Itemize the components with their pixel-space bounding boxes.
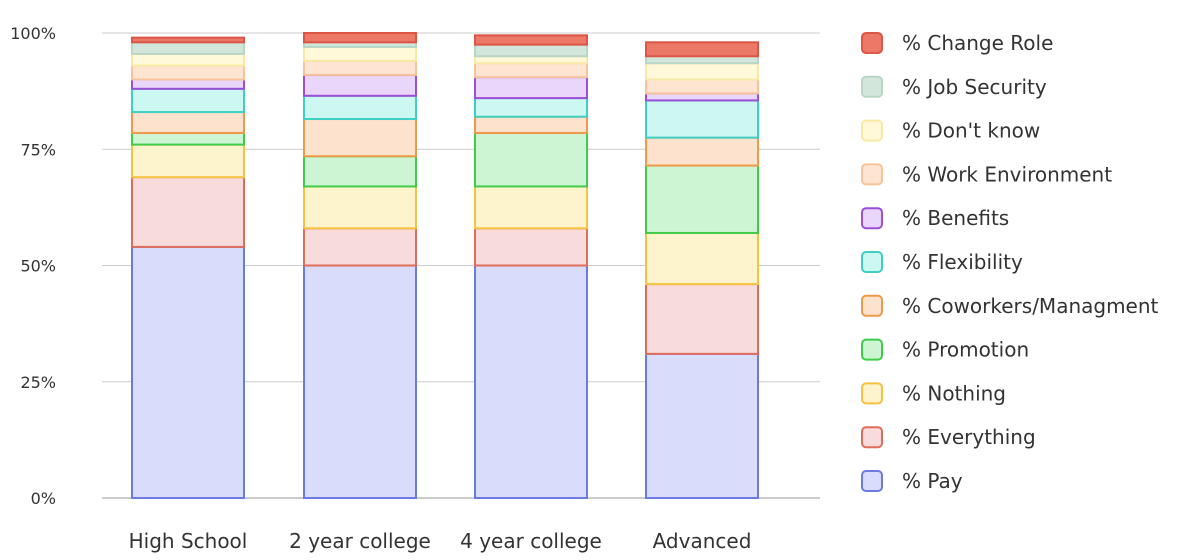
x-category-label: 2 year college xyxy=(289,529,431,553)
legend-swatch xyxy=(861,338,883,361)
axis-labels: 0% 25% 50% 75% 100% High School 2 year college… xyxy=(10,24,751,553)
bar-segment xyxy=(131,41,245,55)
bar-segment xyxy=(645,283,759,355)
legend-swatch xyxy=(861,32,883,54)
legend-label: % Job Security xyxy=(902,75,1047,99)
x-category-label: High School xyxy=(129,529,248,553)
legend-swatch xyxy=(861,382,883,405)
bar-segment xyxy=(474,76,588,100)
bar-segment xyxy=(474,131,588,188)
x-category-label: 4 year college xyxy=(460,529,602,553)
bar-segment xyxy=(474,34,588,46)
bar-segment xyxy=(645,231,759,286)
legend-swatch xyxy=(861,294,883,317)
bar-segment xyxy=(474,227,588,267)
legend-swatch xyxy=(861,75,883,98)
legend-swatch xyxy=(861,251,883,273)
bar-segment xyxy=(645,352,759,499)
y-tick-label: 0% xyxy=(31,489,56,508)
legend-swatch xyxy=(861,207,883,230)
y-tick-label: 100% xyxy=(10,24,56,43)
bar-segment xyxy=(131,78,245,90)
bar-segment xyxy=(645,136,759,167)
bar-segment xyxy=(303,264,417,499)
legend-label: % Flexibility xyxy=(902,250,1023,274)
bar-segment xyxy=(131,52,245,67)
bar-segment xyxy=(303,59,417,76)
legend: % Change Role % Job Security % Don't know%… xyxy=(861,31,1159,493)
bar-segment xyxy=(303,185,417,230)
bar-segment xyxy=(131,87,245,114)
bar-segment xyxy=(645,78,759,95)
bar-segment xyxy=(474,55,588,65)
legend-swatch xyxy=(861,426,883,449)
bar-segment xyxy=(131,36,245,44)
legend-label: % Benefits xyxy=(902,206,1009,230)
legend-label: % Change Role xyxy=(902,31,1053,55)
bar-segment xyxy=(645,99,759,139)
bar-segment xyxy=(645,41,759,58)
legend-label: % Coworkers/Managment xyxy=(902,294,1159,318)
bar-segment xyxy=(474,185,588,230)
bar-segment xyxy=(131,176,245,248)
bar-segment xyxy=(645,55,759,65)
legend-label: % Nothing xyxy=(902,381,1006,405)
y-tick-label: 50% xyxy=(20,257,56,276)
bar-segment xyxy=(303,118,417,158)
bar-segment xyxy=(303,45,417,62)
bars xyxy=(131,32,759,499)
bar-segment xyxy=(474,43,588,58)
bar-segment xyxy=(303,227,417,267)
legend-swatch xyxy=(861,470,883,492)
bar-segment xyxy=(474,97,588,118)
bar-segment xyxy=(131,111,245,134)
bar-segment xyxy=(645,164,759,234)
bar-segment xyxy=(474,62,588,79)
y-tick-label: 25% xyxy=(20,373,56,392)
bar-segment xyxy=(474,264,588,499)
bar-segment xyxy=(303,155,417,188)
bar-segment xyxy=(303,73,417,97)
bar-segment xyxy=(131,245,245,499)
x-category-label: Advanced xyxy=(653,529,752,553)
bar-segment xyxy=(474,115,588,134)
legend-label: % Promotion xyxy=(902,338,1029,362)
legend-label: % Pay xyxy=(902,469,963,493)
legend-label: % Don't know xyxy=(902,119,1040,143)
bar-segment xyxy=(131,143,245,179)
y-tick-label: 75% xyxy=(20,140,56,159)
bar-segment xyxy=(131,64,245,81)
bar-segment xyxy=(131,131,245,146)
bar-segment xyxy=(303,32,417,44)
bar-segment xyxy=(645,62,759,81)
legend-swatch xyxy=(861,119,883,142)
legend-label: % Everything xyxy=(902,425,1036,449)
legend-swatch xyxy=(861,163,883,186)
bar-segment xyxy=(645,92,759,102)
legend-label: % Work Environment xyxy=(902,162,1112,186)
bar-segment xyxy=(303,94,417,121)
